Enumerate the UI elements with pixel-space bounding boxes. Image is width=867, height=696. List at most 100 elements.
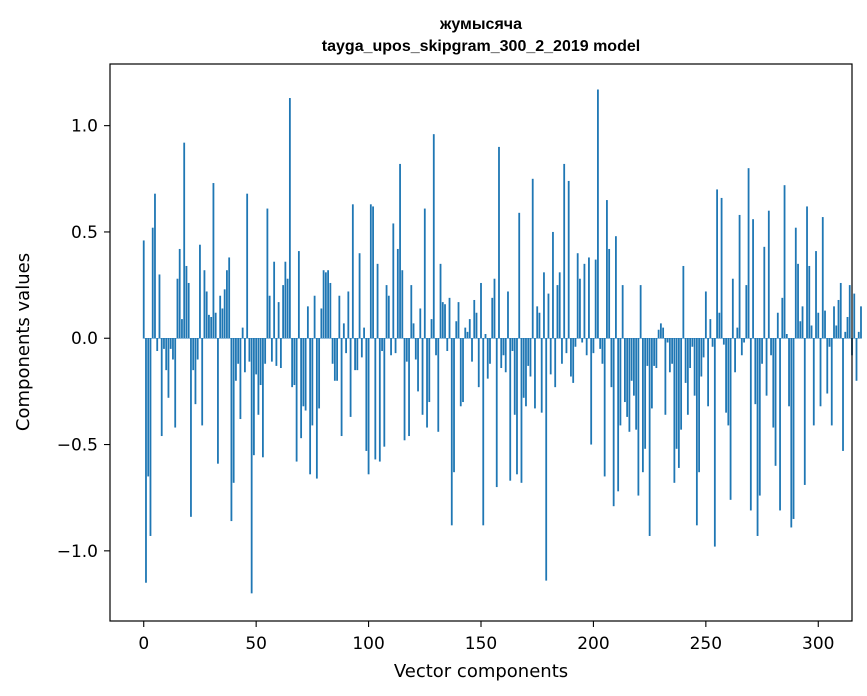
- bar-component-258: [722, 338, 725, 345]
- bar-component-243: [689, 338, 692, 369]
- plot-frame: [109, 63, 853, 622]
- bar-component-145: [468, 319, 471, 339]
- bar-component-168: [520, 338, 523, 483]
- y-tick-label: 0.0: [71, 329, 98, 349]
- bar-component-79: [320, 308, 323, 339]
- bar-component-311: [842, 338, 844, 451]
- bar-component-181: [549, 338, 552, 375]
- bar-component-235: [671, 338, 674, 364]
- bar-component-234: [668, 338, 671, 373]
- bar-component-105: [378, 338, 381, 462]
- bar-component-99: [365, 338, 368, 451]
- bar-component-93: [351, 204, 354, 339]
- bar-component-146: [471, 338, 473, 362]
- bar-component-184: [556, 285, 559, 339]
- bar-component-17: [181, 319, 183, 339]
- bar-component-287: [788, 338, 790, 407]
- bar-component-196: [583, 263, 586, 339]
- bar-component-31: [212, 183, 215, 339]
- bar-component-171: [527, 338, 530, 366]
- bar-component-92: [349, 338, 352, 417]
- bar-component-129: [432, 134, 435, 339]
- bar-component-248: [700, 338, 703, 377]
- bar-component-102: [372, 206, 374, 339]
- bar-component-199: [590, 338, 593, 445]
- x-tick-label: 100: [352, 634, 384, 654]
- bar-component-228: [655, 338, 658, 369]
- bar-component-130: [435, 338, 437, 356]
- bar-component-295: [806, 206, 808, 339]
- y-axis: −1.0 −0.5 0.0 0.5 1.0: [57, 117, 110, 562]
- bar-component-53: [262, 338, 264, 458]
- bar-component-247: [698, 338, 700, 473]
- bar-component-114: [399, 163, 401, 339]
- y-tick-label: −1.0: [57, 542, 98, 562]
- bar-component-256: [718, 312, 721, 339]
- bar-component-201: [594, 259, 597, 339]
- bar-component-59: [275, 338, 278, 366]
- bar-component-157: [495, 338, 498, 488]
- bar-component-318: [857, 331, 860, 339]
- bar-component-257: [720, 197, 723, 339]
- bar-component-261: [729, 338, 732, 500]
- bar-component-288: [790, 338, 793, 528]
- bar-component-224: [646, 338, 649, 366]
- bar-component-259: [725, 338, 727, 413]
- bar-component-214: [624, 338, 626, 403]
- bar-component-12: [169, 338, 172, 349]
- bar-component-193: [576, 253, 579, 339]
- bar-component-119: [410, 285, 413, 339]
- bar-component-72: [304, 338, 307, 411]
- bar-component-26: [201, 338, 204, 426]
- bar-component-189: [567, 180, 570, 339]
- bar-component-302: [821, 217, 824, 339]
- bar-component-44: [241, 327, 244, 339]
- bar-component-244: [691, 338, 694, 347]
- bar-component-148: [475, 312, 478, 339]
- bar-component-37: [226, 270, 228, 339]
- bar-component-215: [626, 338, 629, 417]
- bar-component-7: [158, 274, 161, 339]
- bar-component-273: [756, 338, 759, 536]
- bar-component-38: [228, 257, 231, 339]
- bar-component-198: [588, 257, 590, 339]
- bar-component-252: [709, 319, 712, 339]
- bar-component-270: [749, 338, 752, 511]
- bar-component-75: [311, 338, 314, 426]
- bar-component-80: [322, 270, 325, 339]
- bar-component-96: [358, 253, 361, 339]
- bar-component-156: [493, 278, 496, 339]
- x-tick-label: 0: [138, 634, 149, 654]
- bar-component-161: [504, 338, 507, 373]
- bar-component-164: [511, 338, 514, 352]
- bar-component-166: [516, 338, 518, 475]
- bar-component-220: [637, 338, 640, 496]
- bar-component-120: [412, 323, 415, 339]
- bar-component-111: [392, 223, 395, 339]
- bar-component-203: [599, 338, 602, 349]
- bar-component-1: [145, 338, 147, 583]
- bar-component-245: [693, 338, 696, 396]
- bar-component-23: [194, 338, 197, 405]
- bar-component-34: [219, 295, 222, 339]
- bar-component-163: [509, 338, 512, 481]
- bar-component-33: [217, 338, 219, 464]
- bar-component-222: [641, 338, 644, 473]
- bar-component-109: [387, 295, 390, 339]
- bar-component-238: [677, 338, 680, 468]
- bar-component-305: [828, 338, 831, 347]
- bar-component-50: [255, 338, 258, 375]
- bar-component-306: [830, 338, 833, 426]
- bar-component-54: [264, 338, 267, 364]
- bar-component-35: [221, 308, 224, 339]
- bar-component-19: [185, 265, 188, 339]
- bar-component-221: [639, 285, 642, 339]
- bar-component-213: [621, 285, 624, 339]
- bar-component-167: [518, 212, 521, 339]
- bar-component-264: [736, 327, 739, 339]
- bar-component-290: [794, 227, 797, 339]
- bar-component-254: [713, 338, 716, 547]
- bar-component-260: [727, 338, 730, 426]
- bar-component-226: [650, 338, 653, 409]
